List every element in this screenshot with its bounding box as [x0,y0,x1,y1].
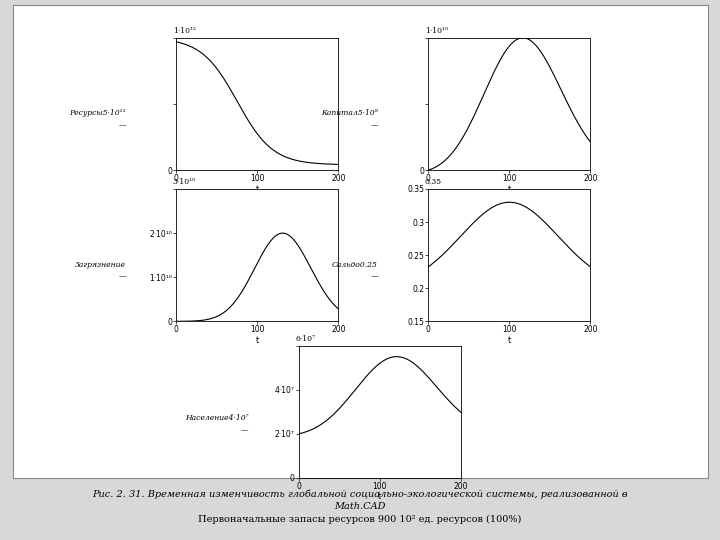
Text: 3·10¹⁰: 3·10¹⁰ [173,178,196,186]
X-axis label: t: t [508,185,511,194]
Text: Капитал5·10⁹: Капитал5·10⁹ [321,110,378,117]
Text: —: — [118,273,126,280]
Text: Ресурсы5·10¹¹: Ресурсы5·10¹¹ [69,110,126,117]
Text: —: — [370,122,378,129]
Text: —: — [370,273,378,280]
Text: 1·10¹⁰: 1·10¹⁰ [425,27,448,35]
Text: 1·10¹²: 1·10¹² [173,27,196,35]
Text: 6·10⁷: 6·10⁷ [295,335,315,343]
Text: Население4·10⁷: Население4·10⁷ [185,415,248,422]
X-axis label: t: t [378,492,382,502]
Text: Math.CAD: Math.CAD [334,502,386,511]
Text: —: — [240,427,248,434]
Text: Первоначальные запасы ресурсов 900 10² ед. ресурсов (100%): Первоначальные запасы ресурсов 900 10² е… [198,515,522,524]
Text: —: — [118,122,126,129]
Text: Загрязнение: Загрязнение [75,261,126,268]
X-axis label: t: t [256,185,259,194]
Text: Сальдо0.25: Сальдо0.25 [332,261,378,268]
Text: Рис. 2. 31. Временная изменчивость глобальной социально-экологической системы, р: Рис. 2. 31. Временная изменчивость глоба… [92,489,628,499]
X-axis label: t: t [256,336,259,345]
X-axis label: t: t [508,336,511,345]
Text: 0.35: 0.35 [425,178,442,186]
